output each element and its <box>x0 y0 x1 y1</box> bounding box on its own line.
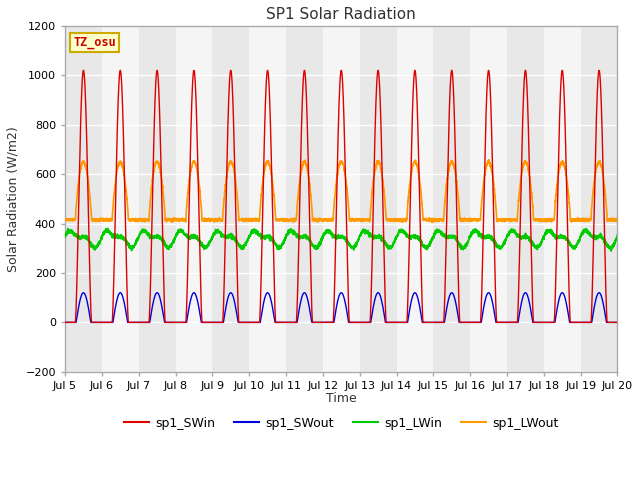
Line: sp1_SWout: sp1_SWout <box>65 293 618 323</box>
X-axis label: Time: Time <box>326 392 356 405</box>
sp1_SWin <box>465 320 473 325</box>
sp1_LWin <box>321 231 328 237</box>
Bar <box>470 26 507 372</box>
sp1_LWout <box>161 203 168 208</box>
Bar <box>323 26 360 372</box>
sp1_LWout <box>485 157 493 163</box>
sp1_LWin <box>613 234 621 240</box>
Legend: sp1_SWin, sp1_SWout, sp1_LWin, sp1_LWout: sp1_SWin, sp1_SWout, sp1_LWin, sp1_LWout <box>119 412 563 435</box>
sp1_LWout <box>613 219 621 225</box>
Y-axis label: Solar Radiation (W/m2): Solar Radiation (W/m2) <box>7 126 20 272</box>
sp1_LWin <box>435 229 442 235</box>
sp1_LWout <box>465 216 473 222</box>
sp1_SWout <box>321 320 328 325</box>
Bar <box>397 26 433 372</box>
sp1_SWout <box>435 320 442 325</box>
sp1_SWout <box>61 320 69 325</box>
sp1_SWin <box>497 320 504 325</box>
Bar <box>544 26 580 372</box>
sp1_SWin <box>321 320 328 325</box>
sp1_SWin <box>161 304 168 310</box>
sp1_LWin <box>161 239 168 245</box>
sp1_LWin <box>614 232 621 238</box>
sp1_LWout <box>321 217 328 223</box>
sp1_SWout <box>613 320 621 325</box>
sp1_LWout <box>61 216 69 222</box>
Bar <box>249 26 286 372</box>
sp1_LWout <box>614 216 621 221</box>
sp1_SWin <box>613 320 621 325</box>
sp1_LWout <box>435 218 442 224</box>
sp1_LWout <box>497 218 504 224</box>
sp1_LWin <box>61 234 69 240</box>
sp1_LWin <box>497 246 504 252</box>
sp1_SWout <box>614 320 621 325</box>
Text: TZ_osu: TZ_osu <box>74 36 116 49</box>
Title: SP1 Solar Radiation: SP1 Solar Radiation <box>266 7 416 22</box>
Bar <box>102 26 139 372</box>
sp1_SWin <box>614 320 621 325</box>
sp1_SWout <box>465 320 473 325</box>
sp1_SWout <box>79 290 87 296</box>
sp1_SWout <box>161 319 168 325</box>
Line: sp1_SWin: sp1_SWin <box>65 71 618 323</box>
sp1_SWin <box>435 320 442 325</box>
sp1_SWin <box>61 320 69 325</box>
Line: sp1_LWin: sp1_LWin <box>65 228 618 251</box>
sp1_LWin <box>104 226 111 231</box>
Line: sp1_LWout: sp1_LWout <box>65 160 618 222</box>
sp1_SWout <box>497 320 504 325</box>
sp1_SWin <box>79 68 87 73</box>
sp1_LWin <box>465 235 473 241</box>
Bar <box>618 26 640 372</box>
sp1_LWin <box>607 248 615 254</box>
Bar <box>175 26 212 372</box>
sp1_LWout <box>428 219 436 225</box>
